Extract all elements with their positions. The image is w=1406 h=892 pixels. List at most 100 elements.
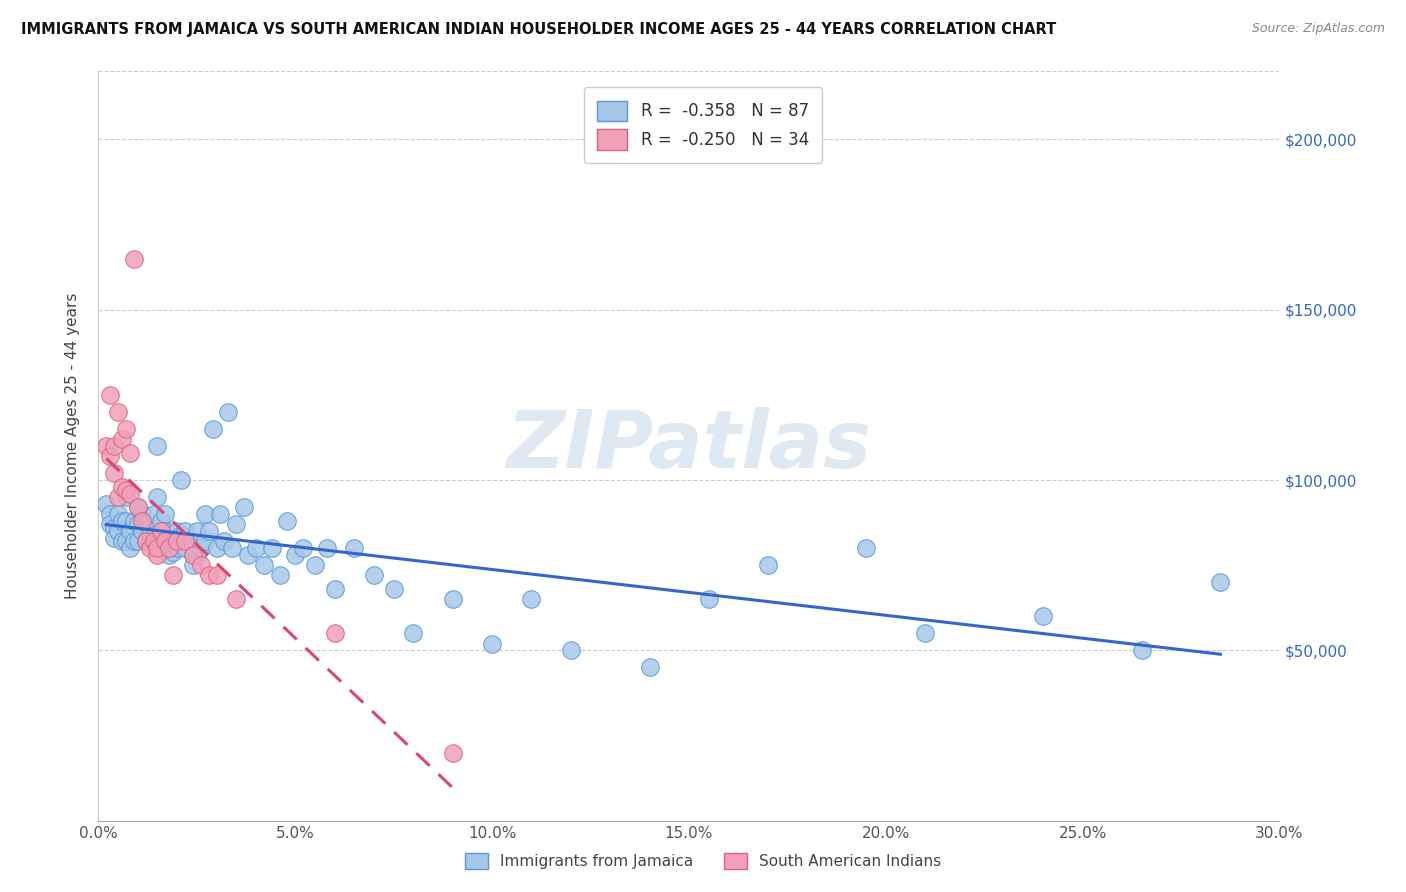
- Point: [111, 534, 134, 549]
- Point: [197, 524, 219, 538]
- Legend: R =  -0.358   N = 87, R =  -0.250   N = 34: R = -0.358 N = 87, R = -0.250 N = 34: [583, 87, 823, 163]
- Point: [914, 626, 936, 640]
- Point: [118, 524, 141, 538]
- Point: [131, 514, 153, 528]
- Point: [194, 507, 217, 521]
- Point: [217, 405, 239, 419]
- Point: [157, 548, 180, 562]
- Point: [201, 422, 224, 436]
- Point: [157, 534, 180, 549]
- Point: [174, 524, 197, 538]
- Point: [190, 541, 212, 556]
- Point: [174, 541, 197, 556]
- Point: [107, 524, 129, 538]
- Point: [142, 527, 165, 541]
- Point: [197, 568, 219, 582]
- Point: [98, 449, 121, 463]
- Point: [111, 514, 134, 528]
- Point: [205, 541, 228, 556]
- Point: [131, 507, 153, 521]
- Text: IMMIGRANTS FROM JAMAICA VS SOUTH AMERICAN INDIAN HOUSEHOLDER INCOME AGES 25 - 44: IMMIGRANTS FROM JAMAICA VS SOUTH AMERICA…: [21, 22, 1056, 37]
- Point: [209, 507, 232, 521]
- Point: [118, 446, 141, 460]
- Point: [122, 252, 145, 266]
- Point: [382, 582, 405, 596]
- Point: [138, 534, 160, 549]
- Point: [1032, 609, 1054, 624]
- Point: [115, 422, 138, 436]
- Point: [146, 541, 169, 556]
- Point: [225, 517, 247, 532]
- Point: [520, 592, 543, 607]
- Point: [111, 432, 134, 446]
- Point: [103, 467, 125, 481]
- Point: [186, 524, 208, 538]
- Point: [146, 548, 169, 562]
- Point: [135, 534, 157, 549]
- Point: [756, 558, 779, 573]
- Point: [150, 534, 173, 549]
- Point: [1209, 575, 1232, 590]
- Point: [103, 531, 125, 545]
- Point: [157, 541, 180, 556]
- Point: [174, 534, 197, 549]
- Point: [236, 548, 259, 562]
- Point: [560, 643, 582, 657]
- Point: [181, 548, 204, 562]
- Point: [194, 534, 217, 549]
- Point: [115, 483, 138, 498]
- Point: [146, 490, 169, 504]
- Point: [276, 514, 298, 528]
- Point: [138, 521, 160, 535]
- Point: [142, 507, 165, 521]
- Point: [131, 524, 153, 538]
- Point: [697, 592, 720, 607]
- Point: [181, 558, 204, 573]
- Point: [155, 524, 177, 538]
- Point: [115, 514, 138, 528]
- Point: [115, 534, 138, 549]
- Point: [96, 497, 118, 511]
- Point: [162, 568, 184, 582]
- Point: [177, 534, 200, 549]
- Point: [402, 626, 425, 640]
- Point: [343, 541, 366, 556]
- Point: [142, 534, 165, 549]
- Point: [284, 548, 307, 562]
- Point: [135, 514, 157, 528]
- Point: [315, 541, 337, 556]
- Point: [98, 507, 121, 521]
- Point: [186, 548, 208, 562]
- Point: [107, 405, 129, 419]
- Point: [170, 473, 193, 487]
- Point: [260, 541, 283, 556]
- Point: [127, 500, 149, 515]
- Point: [118, 541, 141, 556]
- Point: [98, 517, 121, 532]
- Point: [292, 541, 315, 556]
- Point: [98, 388, 121, 402]
- Point: [103, 521, 125, 535]
- Point: [441, 592, 464, 607]
- Point: [150, 514, 173, 528]
- Point: [170, 527, 193, 541]
- Point: [269, 568, 291, 582]
- Point: [96, 439, 118, 453]
- Point: [481, 636, 503, 650]
- Point: [107, 490, 129, 504]
- Point: [323, 582, 346, 596]
- Point: [363, 568, 385, 582]
- Point: [181, 548, 204, 562]
- Point: [127, 500, 149, 515]
- Point: [205, 568, 228, 582]
- Point: [111, 480, 134, 494]
- Point: [304, 558, 326, 573]
- Point: [855, 541, 877, 556]
- Y-axis label: Householder Income Ages 25 - 44 years: Householder Income Ages 25 - 44 years: [65, 293, 80, 599]
- Point: [138, 541, 160, 556]
- Point: [166, 534, 188, 549]
- Text: ZIPatlas: ZIPatlas: [506, 407, 872, 485]
- Point: [118, 486, 141, 500]
- Point: [122, 534, 145, 549]
- Point: [166, 541, 188, 556]
